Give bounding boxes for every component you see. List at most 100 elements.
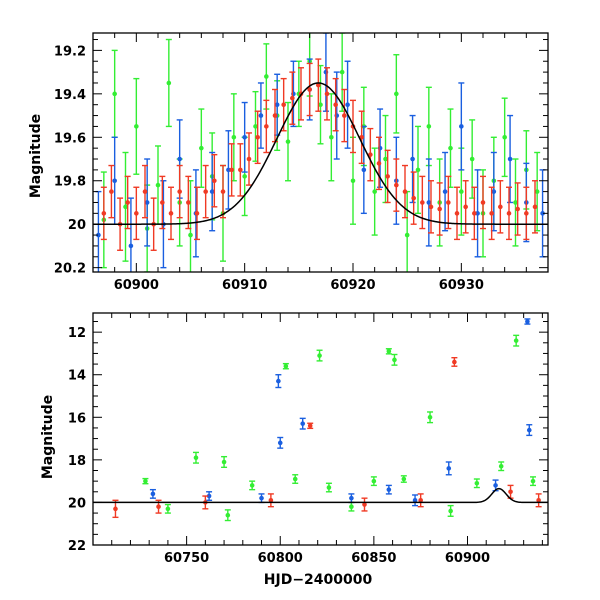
marker xyxy=(350,178,356,184)
y-tick-label: 14 xyxy=(68,369,86,384)
green-data-point xyxy=(165,38,172,128)
marker xyxy=(491,189,497,194)
marker xyxy=(420,200,425,205)
blue-data-point xyxy=(526,424,533,437)
marker xyxy=(123,204,128,210)
green-data-point xyxy=(393,54,400,134)
blue-data-point xyxy=(442,151,449,232)
green-data-point xyxy=(111,49,118,138)
marker xyxy=(112,91,117,97)
marker xyxy=(242,134,247,140)
red-data-point xyxy=(108,164,115,219)
y-tick-label: 19.4 xyxy=(54,88,86,103)
marker xyxy=(142,189,148,194)
marker xyxy=(392,357,397,363)
marker xyxy=(489,211,494,216)
marker xyxy=(415,167,421,173)
marker xyxy=(112,178,117,184)
marker xyxy=(186,200,191,205)
red-data-point xyxy=(410,171,417,225)
marker xyxy=(277,440,283,446)
red-data-point xyxy=(254,110,261,165)
y-tick-label: 20.2 xyxy=(54,262,86,277)
marker xyxy=(283,363,289,369)
red-data-point xyxy=(417,493,424,508)
marker xyxy=(255,134,260,140)
marker xyxy=(386,487,392,492)
green-data-point xyxy=(513,334,520,347)
marker xyxy=(394,91,399,97)
red-data-point xyxy=(341,88,348,143)
marker xyxy=(401,476,407,482)
marker xyxy=(502,134,507,140)
green-data-point xyxy=(221,455,228,469)
red-data-point xyxy=(280,77,287,132)
marker xyxy=(498,204,503,210)
marker xyxy=(134,124,139,129)
marker xyxy=(324,91,330,97)
marker xyxy=(394,182,399,188)
marker xyxy=(272,113,278,118)
red-data-point xyxy=(454,186,460,241)
marker xyxy=(515,206,520,212)
marker xyxy=(474,480,480,486)
red-data-point xyxy=(361,497,368,512)
marker xyxy=(253,124,258,129)
red-data-point xyxy=(445,175,452,230)
y-tick-label: 18 xyxy=(68,454,86,469)
marker xyxy=(498,463,504,469)
red-data-point xyxy=(306,62,313,117)
marker xyxy=(143,478,148,484)
red-data-point xyxy=(185,175,192,230)
marker xyxy=(274,102,280,107)
red-data-point xyxy=(471,186,478,241)
marker xyxy=(345,102,350,107)
red-data-point xyxy=(155,499,162,514)
red-data-point xyxy=(176,164,183,219)
marker xyxy=(532,204,538,210)
red-data-point xyxy=(315,58,322,112)
red-data-point xyxy=(211,153,218,208)
marker xyxy=(290,95,295,101)
marker xyxy=(242,174,247,179)
marker xyxy=(125,200,130,205)
marker xyxy=(386,349,392,354)
marker xyxy=(459,189,464,194)
marker xyxy=(472,211,477,216)
red-data-point xyxy=(506,186,512,241)
marker xyxy=(258,113,264,118)
marker xyxy=(426,200,432,205)
red-data-point xyxy=(100,186,107,241)
green-data-point xyxy=(249,480,256,491)
marker xyxy=(525,319,530,324)
blue-data-point xyxy=(275,374,282,389)
marker xyxy=(361,167,367,173)
blue-data-point xyxy=(377,108,384,188)
green-data-point xyxy=(133,77,140,175)
green-data-point xyxy=(192,451,199,464)
marker xyxy=(412,498,418,503)
marker xyxy=(333,102,338,107)
marker xyxy=(437,206,442,212)
marker xyxy=(156,504,161,509)
marker xyxy=(362,502,367,507)
marker xyxy=(493,483,498,488)
marker xyxy=(536,498,541,503)
marker xyxy=(540,211,545,216)
x-tick-label: 60800 xyxy=(258,551,303,566)
green-data-point xyxy=(292,474,299,484)
red-data-point xyxy=(228,143,235,197)
green-data-point xyxy=(473,478,480,489)
y-tick-label: 20 xyxy=(68,496,86,511)
blue-data-point xyxy=(458,82,465,171)
marker xyxy=(212,178,217,184)
marker xyxy=(113,506,118,512)
x-tick-label: 60900 xyxy=(114,278,159,293)
green-data-point xyxy=(371,147,378,236)
green-data-point xyxy=(325,482,332,493)
x-tick-label: 60930 xyxy=(439,278,484,293)
green-data-point xyxy=(498,461,505,472)
marker xyxy=(188,232,193,238)
green-data-point xyxy=(224,509,231,522)
